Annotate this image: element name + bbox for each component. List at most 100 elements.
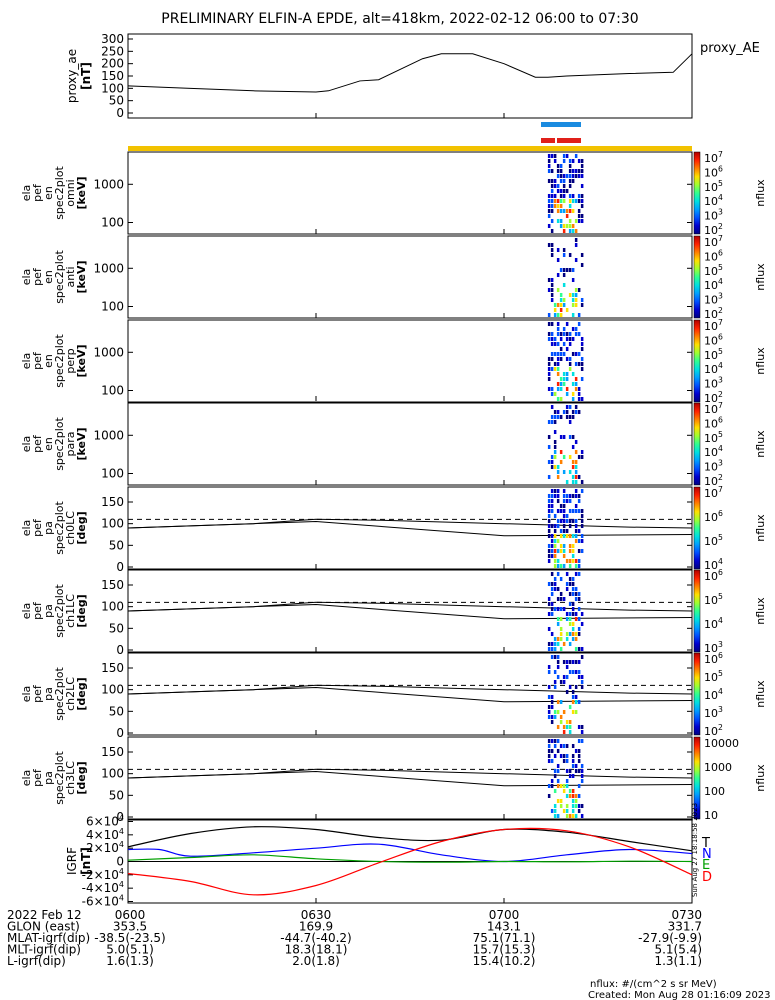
x-row-value: 0630 (301, 908, 332, 922)
spectrogram-pixel (553, 342, 557, 346)
spectrogram-pixel (559, 313, 563, 317)
colorbar-tick-label: 104 (704, 557, 723, 572)
spectrogram-pixel (562, 529, 566, 533)
spectrogram-pixel (547, 582, 551, 586)
spectrogram-pixel (568, 524, 572, 528)
spectrogram-pixel (559, 754, 563, 758)
spectrogram-burst (547, 154, 584, 233)
spectrogram-pixel (574, 617, 578, 621)
spectrogram-pixel (580, 489, 584, 493)
spectrogram-pixel (568, 405, 572, 409)
colorbar-tick-label: 102 (704, 306, 723, 321)
spectrogram-pixel (565, 372, 569, 376)
spectrogram-pixel (562, 298, 566, 302)
spectrogram-pixel (547, 739, 551, 743)
colorbar-tick-label: 106 (704, 248, 723, 263)
panel-ylabel: pa (42, 521, 55, 535)
spectrogram-pixel (577, 387, 581, 391)
spectrogram-pixel (574, 597, 578, 601)
anti-loss-cone-line (127, 518, 693, 529)
panel-ylabel: ela (20, 686, 33, 703)
spectrogram-pixel (562, 209, 566, 213)
spectrogram-pixel (556, 273, 560, 277)
x-row-value: 15.4(10.2) (473, 954, 536, 968)
spectrogram-pixel (547, 744, 551, 748)
spectrogram-pixel (571, 577, 575, 581)
spectrogram-pixel (568, 435, 572, 439)
spectrogram-pixel (547, 710, 551, 714)
colorbar-tick-label: 106 (704, 164, 723, 179)
igrf-legend-D: D (702, 870, 712, 885)
spectrogram-pixel (550, 809, 554, 813)
spectrogram-pixel (562, 327, 566, 331)
spectrogram-pixel (556, 524, 560, 528)
spectrogram-pixel (547, 784, 551, 788)
spectrogram-pixel (580, 159, 584, 163)
spectrogram-pixel (553, 814, 557, 818)
spectrogram-pixel (565, 814, 569, 818)
spectrogram-pixel (556, 332, 560, 336)
spectrogram-pixel (550, 592, 554, 596)
spectrogram-pixel (568, 494, 572, 498)
spectrogram-pixel (568, 622, 572, 626)
spectrogram-pixel (550, 189, 554, 193)
spectrogram-pixel (559, 308, 563, 312)
spectrogram-pixel (571, 754, 575, 758)
spectrogram-pixel (550, 298, 554, 302)
colorbar-tick-label: 103 (704, 640, 723, 655)
spectrogram-pixel (568, 362, 572, 366)
spectrogram-pixel (574, 465, 578, 469)
spectrogram-pixel (562, 184, 566, 188)
spectrogram-pixel (553, 179, 557, 183)
spectrogram-pixel (565, 779, 569, 783)
spectrogram-pixel (556, 642, 560, 646)
colorbar-tick-label: 107 (704, 150, 723, 165)
spectrogram-pixel (562, 342, 566, 346)
spectrogram-pixel (577, 410, 581, 414)
panel-frame (127, 235, 693, 319)
spectrogram-pixel (550, 720, 554, 724)
x-row-value: 331.7 (668, 920, 702, 934)
igrf-ytick-label: -2×104 (82, 867, 124, 882)
spectrogram-pixel (568, 602, 572, 606)
spectrogram-pixel (553, 308, 557, 312)
spectrogram-pixel (574, 710, 578, 714)
spectrogram-pixel (550, 204, 554, 208)
spectrogram-pixel (556, 607, 560, 611)
spectrogram-burst (547, 739, 584, 818)
loss-cone-line (127, 686, 693, 703)
spectrogram-pixel (565, 174, 569, 178)
igrf-series-N (127, 843, 693, 863)
spectrogram-pixel (568, 725, 572, 729)
spectrogram-pixel (550, 549, 554, 553)
panel-ylabel: pa (42, 771, 55, 785)
panel-ylabel: [deg] (75, 761, 88, 794)
spectrogram-pixel (568, 224, 572, 228)
spectrogram-pixel (565, 754, 569, 758)
spectrogram-pixel (565, 308, 569, 312)
spectrogram-pixel (556, 494, 560, 498)
spectrogram-pixel (562, 789, 566, 793)
spectrogram-pixel (547, 313, 551, 317)
spectrogram-pixel (562, 509, 566, 513)
spectrogram-pixel (565, 392, 569, 396)
panel-omni: elapefenspec2plotomni[keV]10010001071061… (20, 150, 767, 237)
spectrogram-pixel (559, 509, 563, 513)
spectrogram-pixel (562, 410, 566, 414)
spectrogram-pixel (568, 730, 572, 734)
igrf-ytick-label: 0 (116, 855, 124, 869)
spectrogram-pixel (574, 199, 578, 203)
spectrogram-pixel (547, 514, 551, 518)
panel-ytick-label: 0 (116, 810, 124, 824)
colorbar-tick-label: 102 (704, 473, 723, 488)
ae-ytick-label: 300 (101, 32, 124, 46)
spectrogram-pixel (562, 179, 566, 183)
x-row-label: L-igrf(dip) (7, 954, 66, 968)
spectrogram-pixel (568, 685, 572, 689)
spectrogram-pixel (550, 705, 554, 709)
colorbar-tick-label: 107 (704, 485, 723, 500)
spectrogram-pixel (577, 214, 581, 218)
panel-frame (127, 569, 693, 653)
colorbar (693, 652, 701, 736)
colorbar-tick-label: 103 (704, 459, 723, 474)
